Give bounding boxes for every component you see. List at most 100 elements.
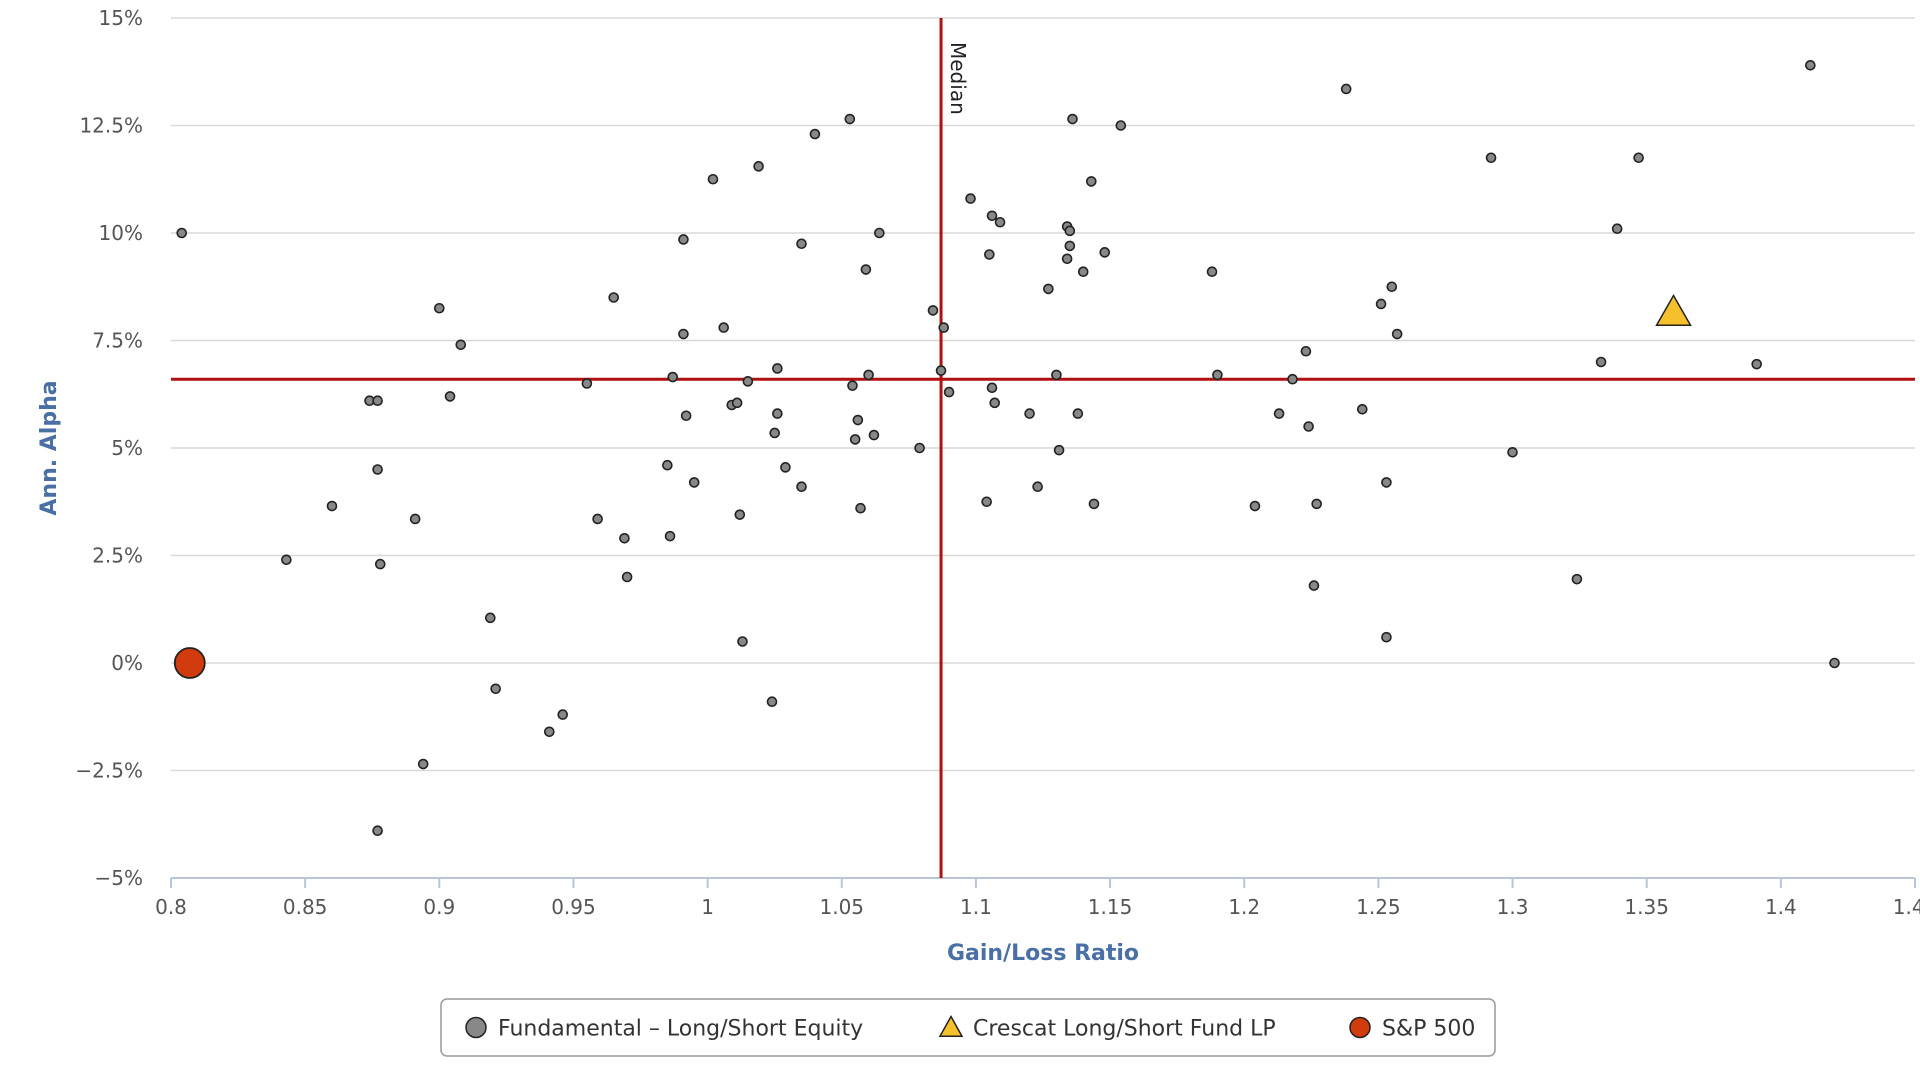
data-points: [173, 60, 1840, 837]
y-tick-label: 2.5%: [92, 544, 143, 568]
peer-fund-point: [490, 683, 501, 695]
legend-marker: [465, 1016, 487, 1039]
legend-item[interactable]: Fundamental – Long/Short Equity: [465, 1016, 863, 1042]
peer-fund-point: [678, 328, 689, 340]
median-label: Median: [946, 42, 970, 115]
x-tick-label: 1.05: [820, 895, 865, 919]
x-tick-label: 1.25: [1356, 895, 1401, 919]
peer-fund-point: [1311, 498, 1322, 510]
peer-fund-point: [986, 210, 998, 222]
peer-fund-point: [938, 322, 950, 333]
x-tick-label: 1.2: [1228, 895, 1260, 919]
peer-fund-point: [981, 496, 992, 508]
peer-fund-point: [1303, 421, 1314, 432]
peer-fund-point: [1061, 253, 1073, 265]
crescat-fund-point: [1655, 294, 1692, 327]
peer-fund-point: [1391, 328, 1403, 340]
peer-fund-point: [1099, 247, 1111, 258]
y-tick-label: 7.5%: [92, 329, 143, 353]
peer-fund-point: [1595, 356, 1607, 368]
peer-fund-point: [1287, 373, 1298, 385]
peer-fund-point: [994, 216, 1006, 228]
peer-fund-point: [965, 193, 976, 204]
peer-fund-point: [1381, 631, 1392, 643]
x-tick-label: 1: [701, 895, 714, 919]
peer-fund-point: [737, 636, 748, 647]
y-tick-label: 5%: [111, 436, 143, 460]
peer-fund-point: [678, 234, 689, 245]
peer-fund-point: [1308, 580, 1320, 591]
peer-fund-point: [484, 612, 496, 624]
peer-fund-point: [780, 462, 791, 473]
legend-item[interactable]: S&P 500: [1349, 1016, 1475, 1042]
peer-fund-point: [664, 530, 676, 542]
peer-fund-point: [544, 726, 555, 738]
peer-fund-point: [1751, 358, 1762, 370]
peer-fund-point: [176, 227, 188, 239]
peer-fund-point: [769, 427, 780, 439]
peer-fund-point: [662, 459, 673, 471]
peer-fund-point: [1032, 481, 1043, 493]
peer-fund-point: [943, 386, 955, 398]
legend-label: Fundamental – Long/Short Equity: [498, 1017, 863, 1042]
legend-marker: [1349, 1016, 1371, 1039]
peer-fund-point: [766, 696, 778, 708]
peer-fund-point: [417, 758, 429, 770]
peer-fund-point: [1115, 120, 1127, 131]
legend-label: Crescat Long/Short Fund LP: [973, 1017, 1276, 1042]
peer-fund-point: [986, 382, 998, 394]
y-tick-label: −5%: [95, 866, 144, 890]
peer-fund-point: [863, 369, 874, 381]
peer-fund-point: [1053, 444, 1065, 456]
peer-fund-point: [1067, 113, 1078, 125]
legend-item[interactable]: Crescat Long/Short Fund LP: [938, 1014, 1276, 1042]
x-tick-label: 1.35: [1624, 895, 1669, 919]
legend-label: S&P 500: [1382, 1017, 1475, 1042]
peer-fund-point: [1077, 266, 1089, 278]
peer-fund-point: [621, 571, 633, 583]
peer-fund-point: [1206, 266, 1218, 278]
reference-lines: Median: [171, 18, 1915, 878]
peer-fund-point: [592, 513, 603, 525]
peer-fund-point: [1571, 573, 1583, 585]
peer-fund-point: [1212, 369, 1223, 381]
peer-fund-point: [1064, 240, 1076, 252]
legend: Fundamental – Long/Short Equity Crescat L…: [440, 998, 1496, 1057]
peer-fund-point: [619, 532, 630, 544]
peer-fund-point: [372, 464, 383, 475]
x-tick-label: 1.45: [1893, 895, 1920, 919]
peer-fund-point: [557, 709, 569, 720]
x-tick-label: 1.15: [1088, 895, 1133, 919]
peer-fund-point: [680, 410, 692, 422]
x-tick-label: 1.3: [1497, 895, 1529, 919]
peer-fund-point: [1356, 403, 1368, 415]
peer-fund-point: [1829, 657, 1840, 669]
peer-fund-point: [849, 434, 861, 445]
peer-fund-point: [1024, 408, 1035, 419]
peer-fund-point: [372, 395, 383, 407]
peer-fund-point: [927, 305, 939, 316]
peer-fund-point: [1611, 223, 1623, 234]
peer-fund-point: [1375, 298, 1387, 310]
peer-fund-point: [667, 371, 679, 383]
peer-fund-point: [326, 500, 338, 512]
peer-fund-point: [989, 397, 1001, 409]
peer-fund-point: [772, 363, 783, 374]
legend-marker: [938, 1014, 964, 1038]
peer-fund-point: [1507, 446, 1518, 458]
peer-fund-point: [844, 113, 856, 125]
peer-fund-point: [847, 380, 858, 391]
peer-fund-point: [372, 825, 383, 837]
peer-fund-point: [1088, 498, 1100, 510]
peer-fund-point: [1633, 152, 1644, 164]
gridlines: [171, 17, 1915, 879]
peer-fund-point: [984, 249, 995, 260]
peer-fund-point: [1064, 225, 1076, 237]
peer-fund-point: [731, 397, 743, 409]
x-tick-label: 1.4: [1765, 895, 1797, 919]
peer-fund-point: [796, 481, 807, 493]
peer-fund-point: [1085, 176, 1097, 187]
peer-fund-point: [608, 292, 620, 303]
peer-fund-point: [935, 365, 947, 376]
